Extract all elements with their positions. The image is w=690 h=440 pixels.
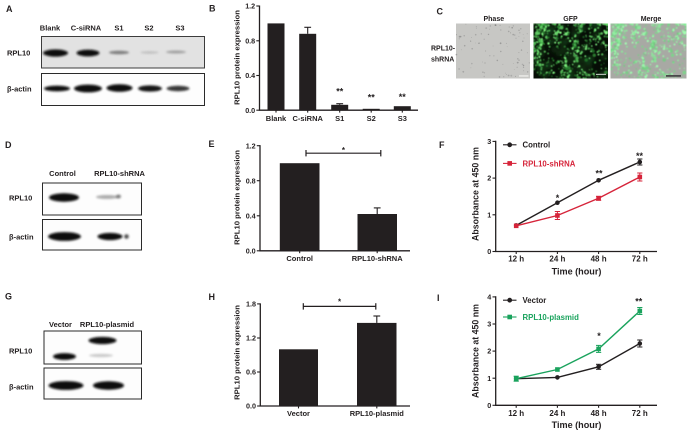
- svg-text:1.2: 1.2: [246, 141, 256, 150]
- svg-text:24 h: 24 h: [549, 409, 565, 418]
- svg-text:0.8: 0.8: [246, 176, 256, 185]
- svg-text:*: *: [342, 146, 346, 155]
- svg-text:I: I: [437, 293, 440, 303]
- svg-text:Control: Control: [49, 169, 76, 178]
- svg-text:Blank: Blank: [266, 114, 287, 123]
- svg-text:GFP: GFP: [563, 16, 578, 23]
- svg-text:**: **: [399, 92, 407, 102]
- svg-text:1.2: 1.2: [245, 2, 255, 11]
- svg-text:2: 2: [487, 174, 491, 183]
- svg-text:Merge: Merge: [641, 16, 662, 23]
- svg-text:RPL10: RPL10: [7, 49, 30, 58]
- svg-text:0.0: 0.0: [245, 106, 255, 115]
- svg-text:Absorbance at 450 nm: Absorbance at 450 nm: [471, 304, 481, 398]
- svg-text:0.4: 0.4: [246, 211, 256, 220]
- svg-text:S2: S2: [144, 23, 153, 32]
- svg-text:C-siRNA: C-siRNA: [71, 23, 102, 32]
- svg-text:3: 3: [487, 137, 491, 146]
- svg-text:H: H: [209, 292, 216, 302]
- svg-text:RPL10-plasmid: RPL10-plasmid: [80, 320, 135, 329]
- svg-text:12 h: 12 h: [508, 255, 524, 264]
- svg-text:RPL10-plasmid: RPL10-plasmid: [523, 313, 580, 322]
- svg-text:S1: S1: [114, 23, 123, 32]
- svg-text:β-actin: β-actin: [7, 85, 32, 94]
- svg-text:*: *: [556, 193, 560, 203]
- svg-text:**: **: [336, 87, 344, 97]
- svg-text:0.0: 0.0: [246, 402, 256, 411]
- svg-text:**: **: [595, 169, 603, 179]
- svg-text:C-siRNA: C-siRNA: [292, 114, 323, 123]
- svg-text:RPL10-: RPL10-: [431, 45, 456, 52]
- svg-text:Blank: Blank: [40, 23, 61, 32]
- svg-text:0.6: 0.6: [246, 368, 256, 377]
- svg-text:RPL10-shRNA: RPL10-shRNA: [94, 169, 145, 178]
- svg-text:shRNA: shRNA: [431, 57, 454, 64]
- svg-text:D: D: [5, 140, 12, 150]
- svg-text:β-actin: β-actin: [9, 233, 34, 242]
- svg-text:1.8: 1.8: [246, 300, 256, 309]
- svg-text:48 h: 48 h: [591, 255, 607, 264]
- svg-text:0.4: 0.4: [245, 71, 255, 80]
- svg-text:B: B: [209, 4, 216, 14]
- svg-text:12 h: 12 h: [508, 409, 524, 418]
- svg-text:Time (hour): Time (hour): [552, 267, 602, 277]
- svg-text:Vector: Vector: [49, 320, 72, 329]
- svg-text:RPL10-plasmid: RPL10-plasmid: [350, 409, 405, 418]
- svg-text:48 h: 48 h: [591, 409, 607, 418]
- svg-text:*: *: [338, 297, 342, 306]
- svg-text:24 h: 24 h: [549, 255, 565, 264]
- svg-text:0.8: 0.8: [245, 36, 255, 45]
- svg-text:RPL10 protein expression: RPL10 protein expression: [233, 150, 242, 245]
- svg-text:RPL10 protein expression: RPL10 protein expression: [233, 305, 242, 400]
- svg-text:G: G: [5, 292, 12, 302]
- svg-text:2: 2: [487, 347, 491, 356]
- svg-text:β-actin: β-actin: [9, 383, 34, 392]
- svg-text:Absorbance at 450 nm: Absorbance at 450 nm: [471, 147, 481, 241]
- svg-text:S1: S1: [335, 114, 344, 123]
- svg-text:F: F: [439, 140, 445, 150]
- svg-text:RPL10: RPL10: [9, 194, 32, 203]
- svg-text:0: 0: [487, 401, 491, 410]
- svg-text:A: A: [6, 4, 13, 14]
- svg-text:3: 3: [487, 320, 491, 329]
- svg-text:E: E: [209, 139, 215, 149]
- svg-text:0.0: 0.0: [246, 246, 256, 255]
- svg-text:Control: Control: [523, 141, 551, 150]
- svg-text:Control: Control: [286, 254, 313, 263]
- svg-text:72 h: 72 h: [632, 255, 648, 264]
- svg-text:*: *: [597, 331, 601, 341]
- svg-text:C: C: [437, 6, 444, 16]
- svg-text:Vector: Vector: [523, 296, 547, 305]
- svg-text:Phase: Phase: [483, 16, 504, 23]
- svg-text:Vector: Vector: [287, 409, 310, 418]
- svg-text:RPL10-shRNA: RPL10-shRNA: [352, 254, 403, 263]
- svg-text:**: **: [368, 93, 376, 103]
- svg-text:RPL10: RPL10: [9, 347, 32, 356]
- svg-text:S3: S3: [175, 23, 184, 32]
- svg-text:4: 4: [487, 293, 491, 302]
- svg-text:72 h: 72 h: [632, 409, 648, 418]
- svg-text:**: **: [636, 151, 644, 161]
- svg-text:1.2: 1.2: [246, 334, 256, 343]
- svg-text:0: 0: [487, 247, 491, 256]
- svg-text:RPL10 protein expression: RPL10 protein expression: [233, 10, 242, 105]
- svg-text:1: 1: [487, 374, 491, 383]
- svg-text:S3: S3: [398, 114, 407, 123]
- svg-text:S2: S2: [367, 114, 376, 123]
- svg-text:1: 1: [487, 210, 491, 219]
- svg-text:Time (hour): Time (hour): [552, 420, 602, 430]
- svg-text:**: **: [635, 297, 643, 307]
- svg-text:RPL10-shRNA: RPL10-shRNA: [523, 159, 576, 168]
